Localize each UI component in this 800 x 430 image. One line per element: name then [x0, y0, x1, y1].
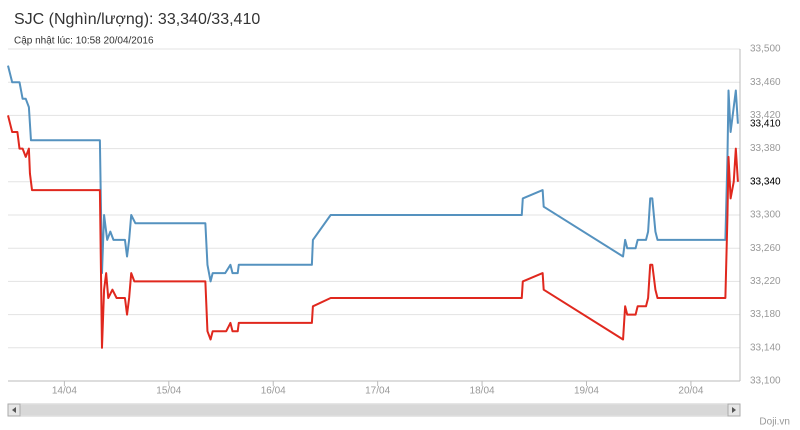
chart-title: SJC (Nghìn/lượng): 33,340/33,410	[14, 11, 260, 28]
y-tick-label: 33,420	[750, 110, 781, 121]
scroll-thumb[interactable]	[20, 405, 728, 415]
x-tick-label: 14/04	[52, 386, 77, 397]
x-tick-label: 20/04	[678, 386, 703, 397]
y-tick-label: 33,340	[750, 176, 781, 187]
x-tick-label: 18/04	[470, 386, 495, 397]
chart-subtitle: Cập nhật lúc: 10:58 20/04/2016	[14, 36, 154, 47]
x-tick-label: 17/04	[365, 386, 390, 397]
y-tick-label: 33,260	[750, 243, 781, 254]
scrollbar[interactable]	[7, 403, 741, 417]
right-arrow-icon	[732, 407, 736, 413]
y-tick-label: 33,460	[750, 77, 781, 88]
x-tick-label: 19/04	[574, 386, 599, 397]
x-tick-label: 16/04	[261, 386, 286, 397]
price-line	[7, 65, 739, 283]
y-tick-label: 33,300	[750, 210, 781, 221]
x-tick-label: 15/04	[156, 386, 181, 397]
y-tick-label: 33,180	[750, 309, 781, 320]
price-line	[7, 115, 739, 349]
end-value-label: 33,340	[750, 176, 781, 187]
y-tick-label: 33,100	[750, 376, 781, 387]
y-tick-label: 33,500	[750, 44, 781, 55]
end-value-label: 33,410	[750, 118, 781, 129]
y-tick-label: 33,140	[750, 342, 781, 353]
y-tick-label: 33,220	[750, 276, 781, 287]
y-tick-label: 33,380	[750, 143, 781, 154]
left-arrow-icon	[12, 407, 16, 413]
source-credit: Doji.vn	[759, 417, 790, 428]
